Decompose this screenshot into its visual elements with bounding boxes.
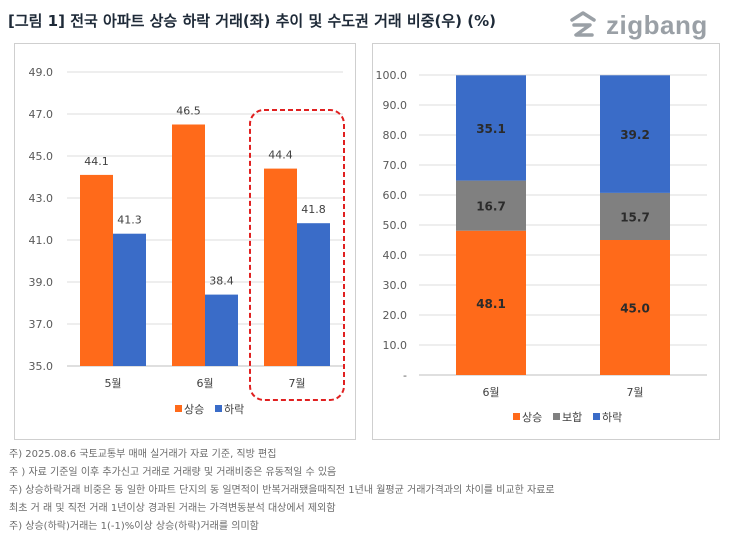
y-tick-label: 40.0 [383, 249, 408, 262]
legend-label: 하락 [224, 402, 244, 416]
legend-label: 보합 [562, 411, 582, 424]
data-label: 15.7 [620, 210, 650, 224]
data-label: 46.5 [176, 105, 201, 118]
data-label: 35.1 [476, 122, 506, 136]
legend-label: 하락 [602, 410, 622, 424]
legend-swatch-하락 [593, 413, 600, 420]
bar-하락 [113, 233, 146, 366]
footnote: 주 ) 자료 기준일 이후 추가신고 거래로 거래량 및 거래비중은 유동적일 … [9, 467, 337, 478]
updown-trade-chart: 35.0 37.0 39.0 41.0 43.0 45.0 47.0 49.0 44.1 41.3… [29, 66, 345, 416]
data-label: 44.4 [268, 149, 293, 162]
y-tick-label: 45.0 [29, 150, 54, 163]
y-tick-label: 60.0 [383, 189, 408, 202]
legend-swatch-보합 [553, 413, 560, 420]
x-tick-label: 7월 [288, 377, 305, 390]
bar-하락 [297, 223, 330, 366]
bar-상승 [172, 124, 205, 366]
x-tick-label: 6월 [196, 377, 213, 390]
data-label: 38.4 [209, 275, 234, 288]
stacked-segment-상승 [600, 240, 670, 375]
data-label: 41.8 [301, 203, 326, 216]
stacked-segment-보합 [456, 180, 526, 231]
y-tick-label: 49.0 [29, 66, 54, 79]
bar-상승 [80, 174, 113, 366]
highlight-box [249, 109, 345, 401]
data-label: 41.3 [117, 214, 142, 227]
y-tick-label: 50.0 [383, 219, 408, 232]
x-tick-label: 7월 [626, 386, 643, 399]
y-tick-label: 100.0 [376, 69, 408, 82]
x-tick-label: 5월 [104, 377, 121, 390]
y-tick-label: 43.0 [29, 192, 54, 205]
y-tick-label: 37.0 [29, 318, 54, 331]
y-tick-label: 41.0 [29, 234, 54, 247]
legend-swatch-하락 [215, 405, 222, 412]
y-tick-label: 39.0 [29, 276, 54, 289]
legend-swatch-상승 [513, 413, 520, 420]
data-label: 16.7 [476, 200, 506, 214]
data-label: 48.1 [476, 297, 506, 311]
y-tick-label: - [403, 369, 407, 382]
y-tick-label: 70.0 [383, 159, 408, 172]
stacked-segment-상승 [456, 230, 526, 375]
left-chart-panel: 35.0 37.0 39.0 41.0 43.0 45.0 47.0 49.0 44.1 41.3… [14, 43, 356, 440]
x-tick-label: 6월 [482, 386, 499, 399]
y-tick-label: 30.0 [383, 279, 408, 292]
y-tick-label: 10.0 [383, 339, 408, 352]
legend-swatch-상승 [175, 405, 182, 412]
footnote: 주) 2025.08.6 국토교통부 매매 실거래가 자료 기준, 직방 편집 [9, 449, 277, 460]
logo-text: zigbang [606, 9, 708, 40]
stacked-segment-하락 [456, 75, 526, 181]
capital-area-share-chart: - 10.0 20.0 30.0 40.0 50.0 60.0 70.0 80.0 90.0 100… [376, 69, 707, 424]
footnote: 최초 거 래 및 직전 거래 1년이상 경과된 거래는 가격변동분석 대상에서 … [9, 503, 336, 514]
footnote: 주) 상승하락거래 비중은 동 일한 아파트 단지의 동 일면적이 반복거래됐을… [9, 485, 555, 496]
bar-하락 [205, 294, 238, 366]
zigbang-logo: zigbang [566, 8, 708, 42]
bar-상승 [264, 168, 297, 366]
stacked-segment-하락 [600, 75, 670, 193]
legend-label: 상승 [184, 403, 204, 416]
legend-label: 상승 [522, 411, 542, 424]
y-tick-label: 35.0 [29, 360, 54, 373]
zigbang-logo-icon [570, 11, 596, 37]
data-label: 44.1 [84, 155, 109, 168]
y-tick-label: 80.0 [383, 129, 408, 142]
footnote: 주) 상승(하락)거래는 1(-1)%이상 상승(하락)거래를 의미함 [9, 521, 259, 532]
legend: 상승 하락 [175, 402, 244, 416]
y-tick-label: 90.0 [383, 99, 408, 112]
footnotes: 주) 2025.08.6 국토교통부 매매 실거래가 자료 기준, 직방 편집 … [9, 446, 555, 536]
figure-title: [그림 1] 전국 아파트 상승 하락 거래(좌) 추이 및 수도권 거래 비중… [8, 12, 496, 30]
y-tick-label: 47.0 [29, 108, 54, 121]
legend: 상승 보합 하락 [513, 410, 622, 424]
y-tick-label: 20.0 [383, 309, 408, 322]
right-chart-panel: - 10.0 20.0 30.0 40.0 50.0 60.0 70.0 80.0 90.0 100… [372, 43, 720, 440]
data-label: 45.0 [620, 302, 650, 316]
data-label: 39.2 [620, 128, 650, 142]
stacked-segment-보합 [600, 192, 670, 240]
